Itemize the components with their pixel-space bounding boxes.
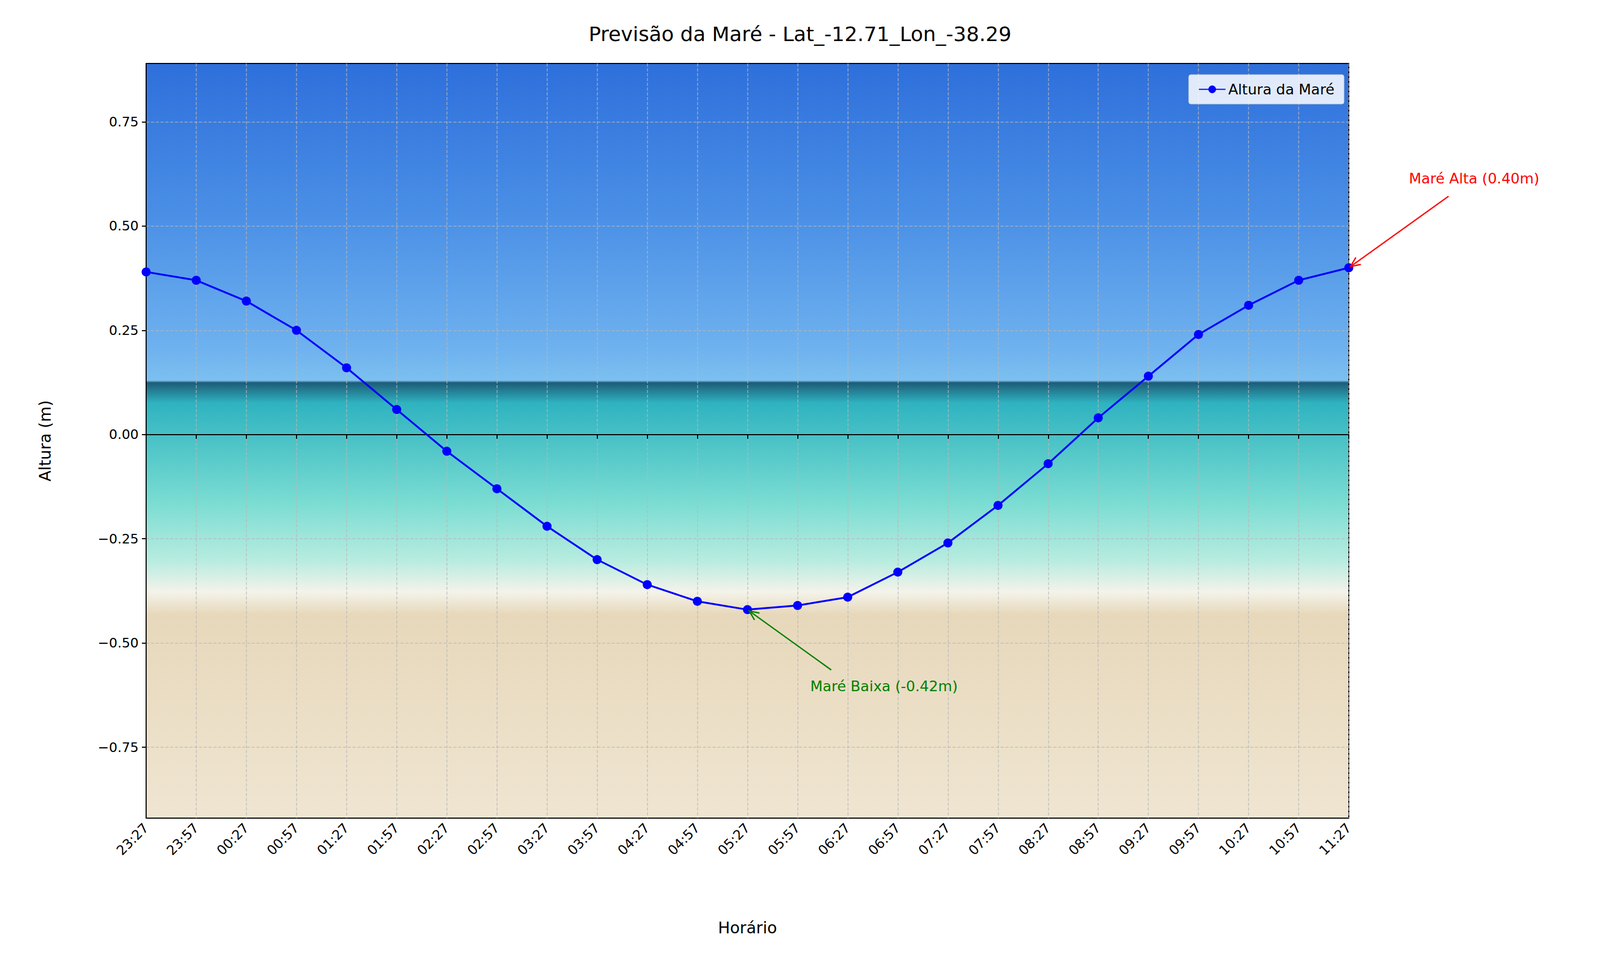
svg-text:10:27: 10:27 xyxy=(1216,820,1254,859)
svg-text:23:27: 23:27 xyxy=(113,820,152,859)
svg-text:05:57: 05:57 xyxy=(764,820,803,859)
svg-text:0.00: 0.00 xyxy=(108,426,139,443)
svg-text:−0.50: −0.50 xyxy=(97,635,139,651)
svg-text:Maré Baixa (-0.42m): Maré Baixa (-0.42m) xyxy=(810,677,958,695)
svg-text:02:27: 02:27 xyxy=(414,820,453,859)
svg-text:08:27: 08:27 xyxy=(1015,820,1054,859)
svg-text:11:27: 11:27 xyxy=(1316,820,1355,859)
svg-text:0.75: 0.75 xyxy=(108,114,139,130)
svg-text:Altura da Maré: Altura da Maré xyxy=(1228,81,1335,98)
svg-text:06:57: 06:57 xyxy=(865,820,903,859)
svg-text:09:57: 09:57 xyxy=(1165,820,1204,859)
svg-text:0.50: 0.50 xyxy=(108,218,139,234)
svg-text:0.25: 0.25 xyxy=(108,322,139,339)
svg-text:03:57: 03:57 xyxy=(564,820,603,859)
svg-text:10:57: 10:57 xyxy=(1266,820,1304,859)
svg-text:06:27: 06:27 xyxy=(814,820,853,859)
svg-text:07:57: 07:57 xyxy=(965,820,1004,859)
svg-text:03:27: 03:27 xyxy=(514,820,552,859)
svg-text:00:57: 00:57 xyxy=(264,820,302,859)
svg-text:01:57: 01:57 xyxy=(364,820,403,859)
svg-text:02:57: 02:57 xyxy=(464,820,503,859)
svg-text:Altura (m): Altura (m) xyxy=(35,400,55,482)
svg-text:07:27: 07:27 xyxy=(915,820,954,859)
svg-text:Horário: Horário xyxy=(717,918,778,938)
svg-text:−0.75: −0.75 xyxy=(97,739,139,756)
svg-text:04:27: 04:27 xyxy=(614,820,653,859)
svg-text:09:27: 09:27 xyxy=(1115,820,1154,859)
svg-text:04:57: 04:57 xyxy=(664,820,703,859)
svg-text:01:27: 01:27 xyxy=(314,820,352,859)
svg-text:05:27: 05:27 xyxy=(714,820,753,859)
svg-text:00:27: 00:27 xyxy=(213,820,252,859)
svg-text:Maré Alta (0.40m): Maré Alta (0.40m) xyxy=(1409,170,1540,187)
svg-text:Previsão da Maré - Lat_-12.71_: Previsão da Maré - Lat_-12.71_Lon_-38.29 xyxy=(588,22,1012,46)
svg-text:23:57: 23:57 xyxy=(163,820,202,859)
svg-text:−0.25: −0.25 xyxy=(97,531,139,547)
svg-text:08:57: 08:57 xyxy=(1065,820,1104,859)
